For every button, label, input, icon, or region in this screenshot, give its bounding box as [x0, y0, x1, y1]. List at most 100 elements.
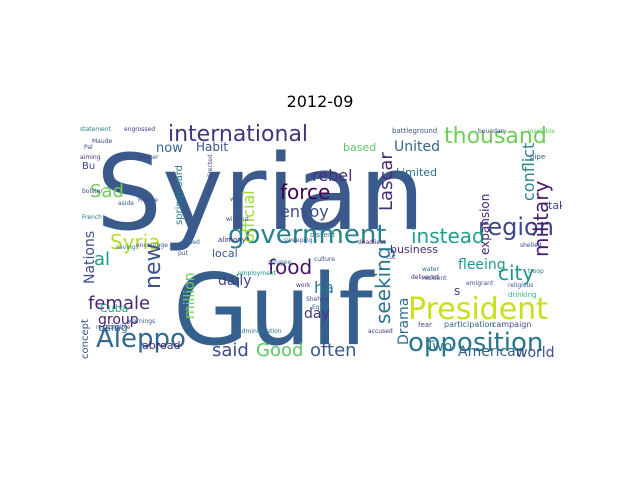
cloud-word: without: [226, 216, 249, 223]
cloud-word: cut: [386, 254, 396, 261]
cloud-word: sweeping: [284, 237, 313, 244]
cloud-word: shelled: [520, 242, 542, 249]
cloud-word: American: [458, 344, 525, 360]
cloud-word: Syrian: [96, 132, 425, 254]
cloud-word: abroad: [142, 339, 180, 352]
word-cloud: Syrian Gulf government President opposition i…: [78, 119, 562, 361]
cloud-word: warnings: [128, 318, 155, 325]
cloud-word: rebel: [312, 166, 353, 185]
cloud-word: female: [88, 293, 150, 314]
cloud-word: delivered: [411, 274, 439, 281]
cloud-word: pipe: [530, 153, 545, 161]
cloud-word: Limited: [396, 166, 437, 179]
cloud-word: bolster: [82, 188, 103, 195]
cloud-word: springboard: [174, 165, 185, 225]
cloud-word: day: [304, 306, 330, 322]
cloud-word: world: [516, 345, 555, 361]
cloud-word: water: [422, 266, 440, 273]
cloud-word: s: [454, 284, 460, 298]
cloud-word: Good: [256, 340, 303, 361]
cloud-word: United: [394, 139, 440, 155]
cloud-word: campaign: [492, 320, 531, 329]
cloud-word: often: [310, 340, 357, 361]
figure-title: 2012-09: [286, 92, 354, 111]
cloud-word: aside: [118, 200, 134, 207]
cloud-word: drinking: [508, 291, 537, 299]
cloud-word: employment: [238, 270, 277, 277]
cloud-word: conflict: [519, 143, 538, 201]
cloud-word: Gulf: [173, 254, 375, 361]
cloud-word: battleground: [392, 127, 437, 135]
cloud-word: alimony: [218, 236, 246, 244]
cloud-word: Habit: [196, 140, 228, 154]
cloud-word: accused: [368, 328, 393, 335]
cloud-word: insoluble: [528, 128, 555, 135]
cloud-word: seeking: [371, 246, 395, 324]
cloud-word: said: [212, 340, 249, 361]
cloud-word: opposition: [408, 328, 543, 358]
cloud-word: culture: [314, 256, 335, 263]
cloud-word: French: [82, 214, 102, 221]
cloud-word: million: [182, 272, 198, 319]
cloud-word: worker: [138, 154, 159, 161]
cloud-word: fear: [418, 321, 432, 329]
cloud-word: France: [138, 197, 158, 204]
cloud-word: Egypt: [312, 304, 330, 311]
cloud-word: Shehab: [306, 296, 329, 303]
cloud-word: way: [230, 196, 243, 203]
cloud-word: now: [156, 141, 183, 156]
cloud-word: local: [212, 247, 238, 260]
cloud-word: military: [529, 181, 553, 257]
cloud-word: engrossed: [124, 126, 155, 133]
cloud-word: business: [390, 243, 438, 256]
cloud-word: statement: [80, 126, 112, 133]
cloud-word: deadliest: [358, 239, 386, 246]
cloud-word: religious: [508, 282, 533, 289]
cloud-word: Lascar: [376, 152, 397, 211]
cloud-word: ha: [314, 278, 334, 297]
cloud-word: city: [498, 261, 534, 285]
cloud-word: government: [228, 220, 387, 250]
cloud-word: aiming: [80, 154, 101, 161]
cloud-word: boundary: [478, 128, 507, 135]
cloud-word: Pal: [84, 144, 93, 151]
cloud-word: encourage: [136, 242, 168, 249]
cloud-word: instead: [411, 224, 485, 248]
cloud-word: taking: [548, 199, 562, 212]
cloud-word: President: [408, 292, 548, 327]
cloud-word: Bu: [82, 161, 95, 172]
cloud-word: concept: [80, 319, 91, 359]
cloud-word: international: [168, 122, 308, 147]
cloud-word: al: [94, 249, 110, 270]
cloud-word: based: [343, 141, 376, 154]
cloud-word: troop: [528, 268, 544, 275]
cloud-word: Nations: [82, 231, 98, 284]
cloud-word: work: [296, 282, 311, 289]
cloud-word: refugee: [268, 259, 291, 266]
cloud-word: added: [181, 239, 200, 246]
cloud-word: fleeing: [458, 257, 506, 273]
cloud-word: Syria: [110, 230, 161, 254]
cloud-word: group: [98, 312, 139, 328]
cloud-word: saving: [116, 244, 136, 251]
cloud-word: administration: [238, 328, 282, 335]
cloud-word: Cuba: [100, 302, 128, 315]
cloud-word: participation: [444, 320, 495, 329]
cloud-word: responsible: [96, 324, 131, 331]
cloud-word: emigrant: [466, 280, 494, 287]
cloud-word: thousand: [444, 124, 547, 149]
cloud-word: using: [98, 321, 128, 334]
cloud-word: Aleppo: [96, 324, 186, 354]
cloud-word: dissent: [310, 231, 335, 239]
cloud-word: daily: [218, 273, 252, 289]
cloud-word: Maude: [92, 138, 112, 145]
cloud-word: put: [178, 250, 189, 257]
cloud-word: Two: [425, 339, 452, 355]
cloud-word: Sad: [90, 181, 124, 202]
cloud-word: region: [478, 213, 554, 241]
cloud-word: expansion: [478, 194, 492, 255]
cloud-word: new: [141, 244, 166, 289]
cloud-word: envoy: [280, 202, 329, 221]
cloud-word: directed: [207, 154, 214, 179]
